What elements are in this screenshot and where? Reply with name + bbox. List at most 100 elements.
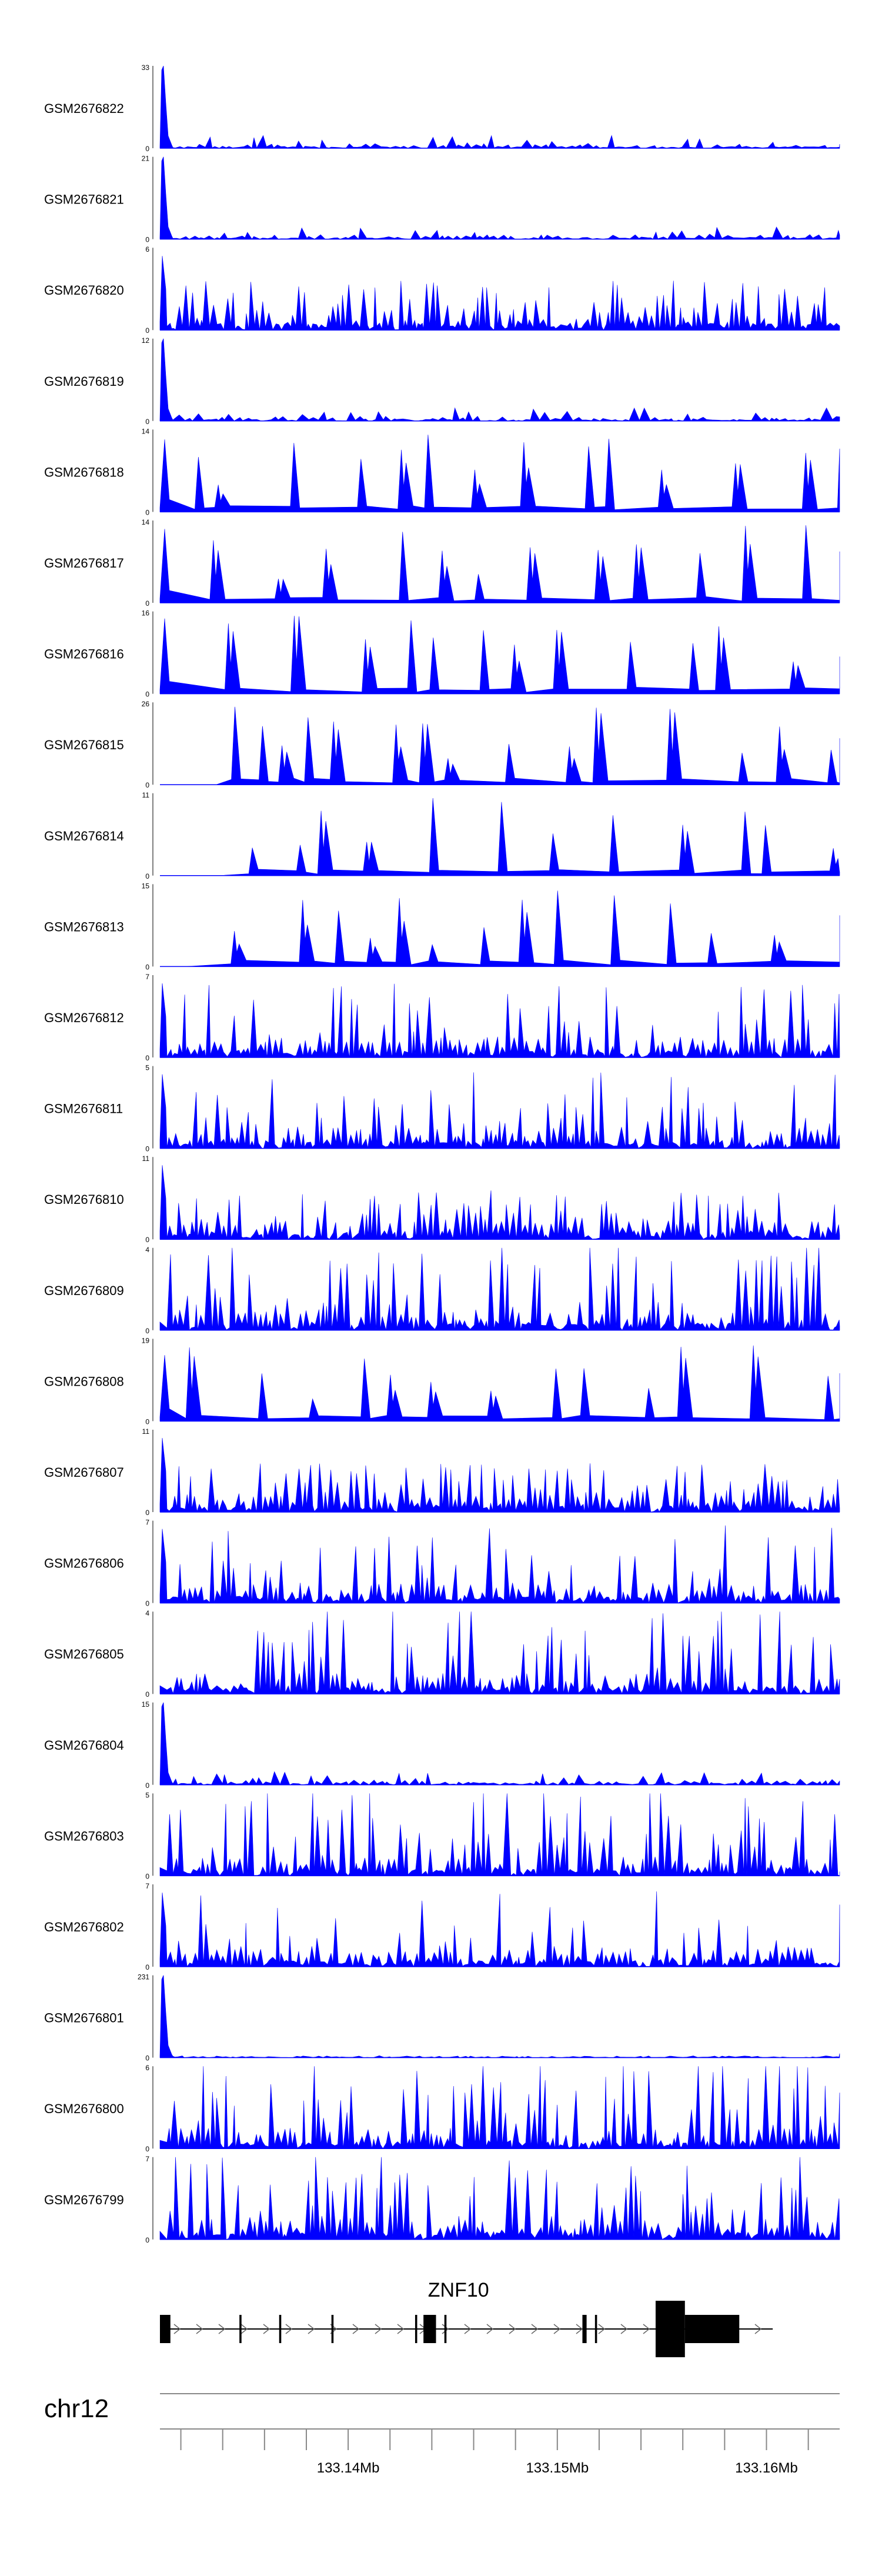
- track-ymin-label: 0: [145, 1781, 149, 1790]
- coverage-area: [159, 338, 840, 422]
- track-label: GSM2676815: [44, 738, 124, 752]
- track-GSM2676815: GSM2676815 26 0: [44, 700, 840, 789]
- track-ymax-label: 15: [142, 882, 150, 890]
- track-ymin-label: 0: [145, 1600, 149, 1608]
- exon-mark: [582, 2315, 587, 2343]
- track-ymax-label: 11: [142, 1154, 150, 1163]
- track-ymin-label: 0: [145, 418, 149, 426]
- exon-mark: [160, 2315, 171, 2343]
- track-ymax-label: 16: [142, 609, 150, 618]
- track-GSM2676801: GSM2676801 231 0: [44, 1973, 840, 2063]
- track-label: GSM2676818: [44, 465, 124, 479]
- track-ymin-label: 0: [145, 1145, 149, 1153]
- strand-arrow-mark: [285, 2324, 293, 2334]
- track-ymin-label: 0: [145, 690, 149, 699]
- track-GSM2676811: GSM2676811 5 0: [44, 1064, 840, 1153]
- track-ymin-label: 0: [145, 2054, 149, 2063]
- track-label: GSM2676808: [44, 1374, 124, 1389]
- track-ymin-label: 0: [145, 2236, 149, 2244]
- axis-tick-label: 133.14Mb: [317, 2460, 380, 2476]
- gene-name-label: ZNF10: [428, 2279, 489, 2301]
- coverage-area: [159, 1165, 840, 1240]
- track-label: GSM2676822: [44, 101, 124, 116]
- coverage-area: [160, 890, 840, 967]
- coverage-area: [159, 1793, 840, 1877]
- track-label: GSM2676800: [44, 2101, 124, 2116]
- coverage-area: [159, 1525, 840, 1604]
- track-GSM2676800: GSM2676800 6 0: [44, 2064, 840, 2153]
- track-ymax-label: 21: [142, 155, 150, 163]
- track-ymin-label: 0: [145, 1690, 149, 1699]
- track-ymax-label: 6: [145, 245, 149, 253]
- coverage-area: [159, 525, 840, 603]
- exon-mark: [331, 2315, 334, 2343]
- track-GSM2676819: GSM2676819 12 0: [44, 336, 840, 426]
- strand-arrow-mark: [173, 2324, 181, 2334]
- track-label: GSM2676820: [44, 283, 124, 298]
- track-GSM2676814: GSM2676814 11 0: [44, 791, 840, 880]
- strand-arrow-mark: [240, 2324, 248, 2334]
- track-GSM2676817: GSM2676817 14 0: [44, 518, 840, 608]
- track-ymax-label: 7: [145, 2155, 149, 2163]
- coverage-area: [159, 616, 840, 694]
- track-ymax-label: 12: [142, 336, 150, 345]
- track-label: GSM2676803: [44, 1828, 124, 1843]
- strand-arrow-mark: [531, 2324, 539, 2334]
- track-label: GSM2676806: [44, 1556, 124, 1571]
- coverage-area: [159, 65, 840, 149]
- strand-arrow-mark: [218, 2324, 226, 2334]
- track-ymin-label: 0: [145, 1509, 149, 1517]
- strand-arrow-mark: [352, 2324, 360, 2334]
- track-GSM2676822: GSM2676822 33 0: [44, 64, 840, 153]
- strand-arrow-mark: [620, 2324, 628, 2334]
- genome-axis: chr12 133.14Mb 133.15Mb 133.16Mb: [44, 2393, 840, 2476]
- track-ymax-label: 7: [145, 1519, 149, 1527]
- track-GSM2676804: GSM2676804 15 0: [44, 1700, 840, 1790]
- exon-mark: [684, 2315, 740, 2343]
- strand-arrow-mark: [754, 2324, 762, 2334]
- track-ymax-label: 4: [145, 1246, 149, 1254]
- track-GSM2676806: GSM2676806 7 0: [44, 1519, 840, 1608]
- track-ymax-label: 11: [142, 791, 150, 799]
- coverage-area: [159, 1247, 840, 1331]
- track-label: GSM2676811: [44, 1102, 123, 1116]
- exon-mark: [444, 2315, 447, 2343]
- track-GSM2676803: GSM2676803 5 0: [44, 1791, 840, 1880]
- track-ymin-label: 0: [145, 2145, 149, 2153]
- track-label: GSM2676805: [44, 1647, 124, 1661]
- track-ymin-label: 0: [145, 872, 149, 880]
- track-ymax-label: 5: [145, 1791, 149, 1799]
- exon-mark: [415, 2315, 417, 2343]
- track-ymin-label: 0: [145, 1963, 149, 1971]
- track-ymax-label: 11: [142, 1427, 150, 1436]
- exon-mark: [239, 2315, 242, 2343]
- track-label: GSM2676821: [44, 192, 124, 207]
- track-GSM2676808: GSM2676808 19 0: [44, 1336, 840, 1426]
- track-ymin-label: 0: [145, 963, 149, 971]
- track-GSM2676805: GSM2676805 4 0: [44, 1609, 840, 1699]
- track-label: GSM2676801: [44, 2011, 124, 2026]
- track-label: GSM2676799: [44, 2193, 124, 2207]
- track-ymax-label: 19: [142, 1336, 150, 1344]
- coverage-area: [159, 1345, 840, 1422]
- track-ymin-label: 0: [145, 236, 149, 244]
- track-ymax-label: 26: [142, 700, 150, 708]
- track-GSM2676799: GSM2676799 7 0: [44, 2155, 840, 2244]
- coverage-area: [159, 1072, 840, 1149]
- strand-arrow-mark: [486, 2324, 494, 2334]
- track-label: GSM2676819: [44, 374, 124, 389]
- track-GSM2676812: GSM2676812 7 0: [44, 973, 840, 1062]
- strand-arrow-mark: [553, 2324, 561, 2334]
- strand-arrow-mark: [464, 2324, 472, 2334]
- track-label: GSM2676814: [44, 829, 124, 843]
- track-ymax-label: 14: [142, 427, 150, 435]
- axis-tick-label: 133.16Mb: [735, 2460, 798, 2476]
- track-ymax-label: 7: [145, 1882, 149, 1890]
- axis-tick-label: 133.15Mb: [526, 2460, 589, 2476]
- track-GSM2676810: GSM2676810 11 0: [44, 1154, 840, 1244]
- track-label: GSM2676804: [44, 1738, 124, 1753]
- track-ymax-label: 4: [145, 1609, 149, 1617]
- track-GSM2676807: GSM2676807 11 0: [44, 1427, 840, 1517]
- track-GSM2676813: GSM2676813 15 0: [44, 882, 840, 971]
